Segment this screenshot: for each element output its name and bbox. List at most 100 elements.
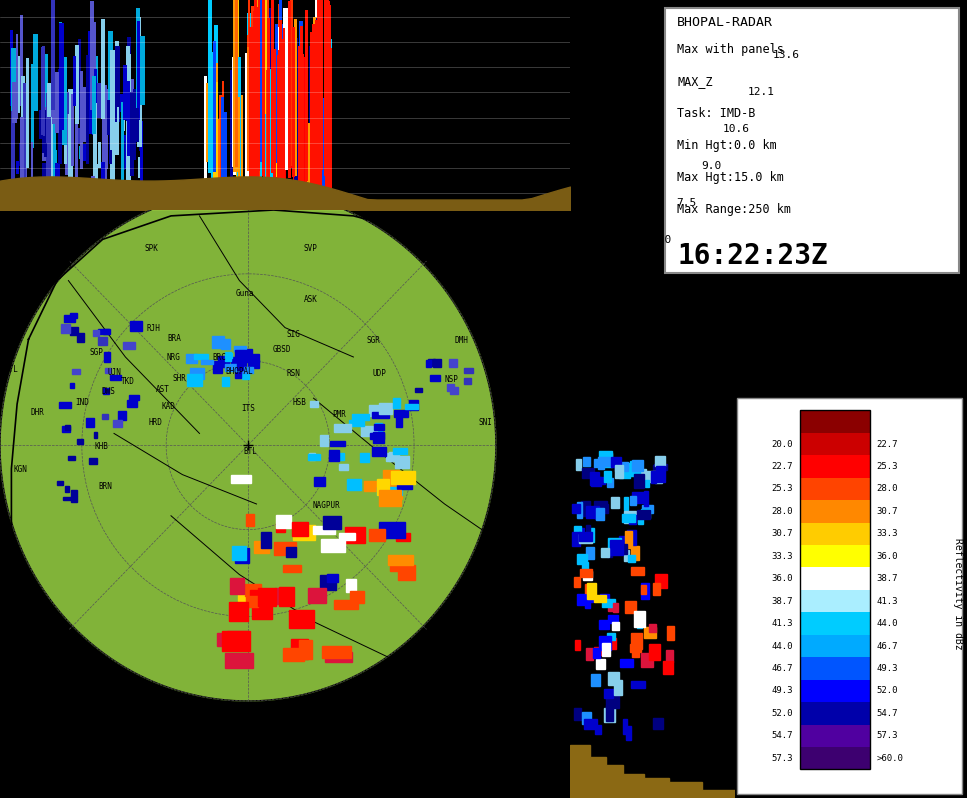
- Bar: [65, 485, 69, 492]
- Bar: [233, 0, 238, 172]
- Bar: [217, 633, 244, 646]
- Bar: [271, 0, 274, 173]
- Bar: [352, 413, 368, 421]
- Bar: [372, 413, 389, 418]
- Text: 20.0: 20.0: [772, 440, 793, 448]
- Bar: [240, 96, 243, 180]
- Text: SGP: SGP: [90, 348, 103, 357]
- Bar: [78, 39, 80, 120]
- Text: TKD: TKD: [121, 377, 135, 386]
- Bar: [606, 634, 615, 640]
- Bar: [379, 522, 405, 538]
- Bar: [68, 456, 74, 460]
- Bar: [320, 0, 324, 170]
- Bar: [600, 594, 609, 601]
- Bar: [245, 117, 249, 193]
- Bar: [104, 351, 110, 361]
- Bar: [325, 0, 327, 176]
- Bar: [377, 487, 402, 495]
- Bar: [292, 36, 296, 200]
- Bar: [263, 114, 266, 194]
- Bar: [278, 0, 282, 167]
- Bar: [52, 124, 56, 163]
- Text: Max with panels: Max with panels: [677, 43, 784, 56]
- Bar: [628, 530, 636, 545]
- Bar: [247, 35, 250, 163]
- Bar: [582, 713, 591, 724]
- Bar: [15, 161, 19, 174]
- Polygon shape: [0, 189, 496, 701]
- Text: BTL: BTL: [244, 447, 258, 456]
- Text: BRA: BRA: [167, 334, 181, 342]
- Bar: [334, 425, 351, 433]
- Bar: [217, 119, 220, 192]
- Bar: [61, 324, 71, 333]
- Bar: [594, 595, 606, 602]
- Text: DWS: DWS: [102, 386, 115, 396]
- Bar: [118, 411, 126, 420]
- Bar: [71, 496, 77, 502]
- Bar: [286, 547, 297, 557]
- Text: 52.0: 52.0: [876, 686, 898, 695]
- Bar: [329, 48, 332, 203]
- Bar: [579, 532, 592, 541]
- Bar: [583, 457, 590, 466]
- Bar: [391, 471, 415, 484]
- Text: 7.5: 7.5: [676, 198, 696, 207]
- Text: 44.0: 44.0: [772, 642, 793, 650]
- Bar: [82, 144, 87, 161]
- Bar: [608, 615, 619, 623]
- Bar: [103, 132, 106, 177]
- Bar: [307, 123, 310, 191]
- Bar: [272, 11, 274, 168]
- Text: 36.0: 36.0: [772, 575, 793, 583]
- Bar: [655, 574, 666, 588]
- Bar: [611, 457, 621, 467]
- Bar: [666, 650, 673, 662]
- Bar: [653, 718, 663, 729]
- Bar: [268, 87, 271, 202]
- Bar: [92, 69, 97, 135]
- Bar: [133, 89, 136, 160]
- Bar: [245, 354, 259, 362]
- Bar: [134, 108, 138, 142]
- Bar: [294, 38, 298, 207]
- Text: RSN: RSN: [286, 369, 301, 378]
- Text: TKG: TKG: [443, 279, 457, 288]
- Bar: [256, 17, 259, 203]
- Bar: [21, 77, 25, 120]
- Bar: [409, 400, 419, 410]
- Text: NSP: NSP: [445, 375, 458, 384]
- Bar: [252, 10, 255, 209]
- Bar: [602, 598, 615, 607]
- Bar: [45, 93, 51, 183]
- Bar: [236, 349, 252, 359]
- Bar: [261, 531, 271, 548]
- Bar: [74, 90, 77, 196]
- Bar: [137, 103, 142, 147]
- Bar: [10, 30, 14, 106]
- Bar: [330, 441, 345, 446]
- Bar: [187, 374, 202, 385]
- Bar: [607, 538, 621, 548]
- Bar: [124, 65, 127, 120]
- Text: BHOPAL-RADAR: BHOPAL-RADAR: [677, 16, 774, 29]
- Bar: [236, 350, 251, 361]
- Bar: [221, 81, 224, 188]
- Bar: [574, 708, 581, 720]
- Bar: [800, 545, 869, 567]
- Text: GBSD: GBSD: [273, 346, 291, 354]
- Bar: [319, 0, 322, 168]
- Bar: [222, 631, 250, 651]
- Bar: [299, 640, 312, 659]
- Bar: [325, 653, 352, 662]
- Bar: [92, 76, 96, 134]
- Bar: [103, 414, 108, 419]
- Bar: [628, 555, 635, 562]
- Bar: [303, 57, 307, 209]
- Text: Task: IMD-B: Task: IMD-B: [677, 107, 755, 120]
- Bar: [252, 606, 273, 619]
- Bar: [88, 31, 92, 134]
- Bar: [606, 705, 613, 721]
- Bar: [347, 479, 361, 490]
